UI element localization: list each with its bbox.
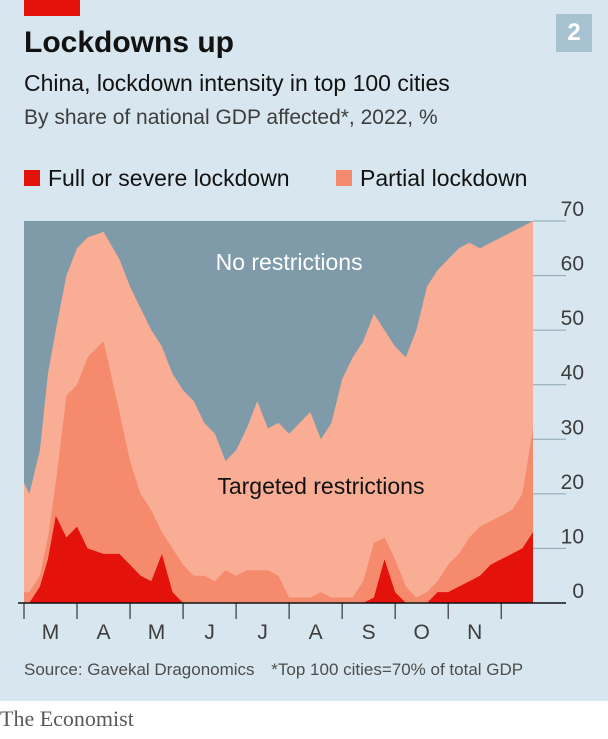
y-tick-label: 30 [561, 416, 584, 439]
area-partial-lockdown [24, 341, 533, 603]
legend-swatch-partial [336, 170, 352, 186]
footnote: *Top 100 cities=70% of total GDP [271, 660, 524, 679]
x-tick-label: N [467, 621, 482, 644]
legend-label-partial: Partial lockdown [360, 165, 528, 191]
chart-number-badge: 2 [556, 14, 592, 52]
source-note: Source: Gavekal Dragonomics [24, 660, 255, 679]
y-tick-label: 60 [561, 253, 584, 276]
area-annotation-label: No restrictions [216, 249, 363, 275]
chart-card: 2 Lockdowns up China, lockdown intensity… [0, 0, 608, 701]
x-tick-label: A [97, 621, 111, 644]
chart-subtitle: China, lockdown intensity in top 100 cit… [24, 70, 450, 96]
x-tick-label: J [204, 621, 215, 644]
chart-footer: Source: Gavekal Dragonomics *Top 100 cit… [24, 660, 535, 680]
y-tick-label: 10 [561, 525, 584, 548]
x-tick-label: M [42, 621, 60, 644]
x-tick-label: J [257, 621, 268, 644]
area-full-lockdown [24, 515, 533, 603]
area-annotation-label: Targeted restrictions [217, 473, 424, 499]
brand-accent-bar [24, 0, 80, 16]
area-chart: 0 10 20 30 40 50 60 70 M A M J J A S O N No restrictions T… [18, 198, 584, 644]
economist-wordmark: The Economist [0, 706, 134, 731]
legend-label-full: Full or severe lockdown [48, 165, 290, 191]
legend-swatch-full [24, 170, 40, 186]
x-tick-label: A [309, 621, 323, 644]
y-tick-label: 20 [561, 471, 584, 494]
area-targeted-restrictions [24, 221, 533, 603]
chart-title: Lockdowns up [24, 26, 234, 59]
y-tick-label: 0 [572, 580, 584, 603]
y-tick-label: 40 [561, 362, 584, 385]
x-tick-label: S [362, 621, 376, 644]
y-tick-label: 70 [561, 198, 584, 221]
x-tick-label: O [413, 621, 429, 644]
y-tick-label: 50 [561, 307, 584, 330]
x-tick-label: M [148, 621, 166, 644]
chart-unit-subtitle: By share of national GDP affected*, 2022… [24, 106, 438, 129]
